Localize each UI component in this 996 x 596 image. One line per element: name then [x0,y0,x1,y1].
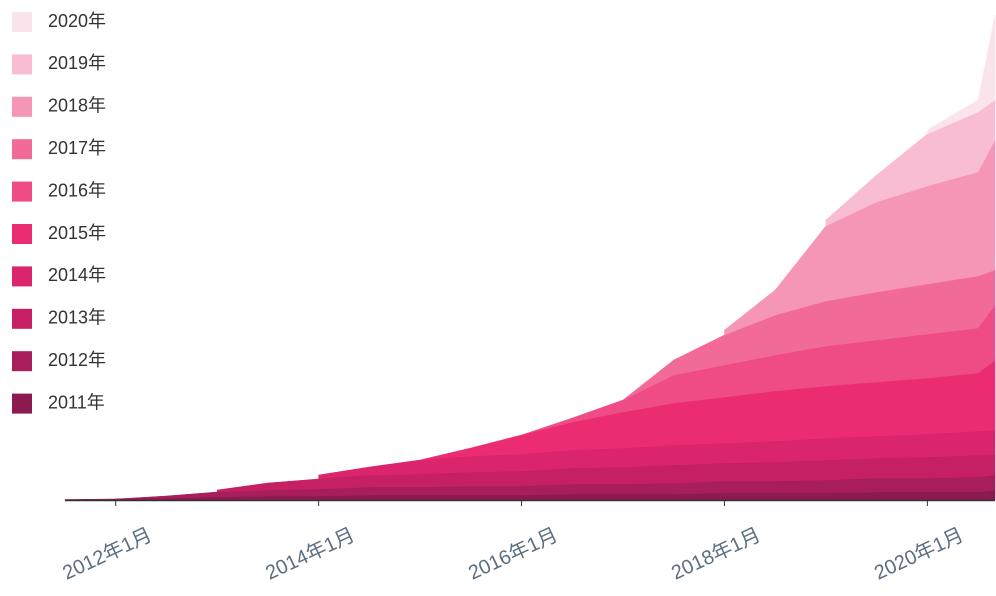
legend-swatch [12,308,32,329]
x-tick-label: 2020年1月 [871,523,967,584]
x-tick-label: 2014年1月 [262,523,358,584]
legend-label: 2014年 [48,265,106,285]
legend-swatch [12,54,32,75]
legend-swatch [12,266,32,287]
legend-label: 2011年 [48,392,105,412]
legend-swatch [12,181,32,202]
legend-label: 2013年 [48,308,106,328]
legend-label: 2020年 [48,11,106,31]
legend-label: 2018年 [48,96,106,116]
legend-label: 2017年 [48,138,106,158]
x-tick-label: 2016年1月 [465,523,561,584]
legend-label: 2015年 [48,223,106,243]
legend-label: 2016年 [48,180,106,200]
legend-swatch [12,12,32,32]
legend-swatch [12,139,32,160]
legend-swatch [12,351,32,372]
x-tick-label: 2018年1月 [668,523,764,584]
legend-swatch [12,96,32,117]
plot-area [64,14,996,501]
x-tick-label: 2012年1月 [59,523,155,584]
legend-label: 2019年 [48,53,106,73]
area [825,99,996,227]
area [927,14,996,135]
legend-swatch [12,393,32,414]
legend-swatch [12,224,32,244]
legend-label: 2012年 [48,350,106,370]
